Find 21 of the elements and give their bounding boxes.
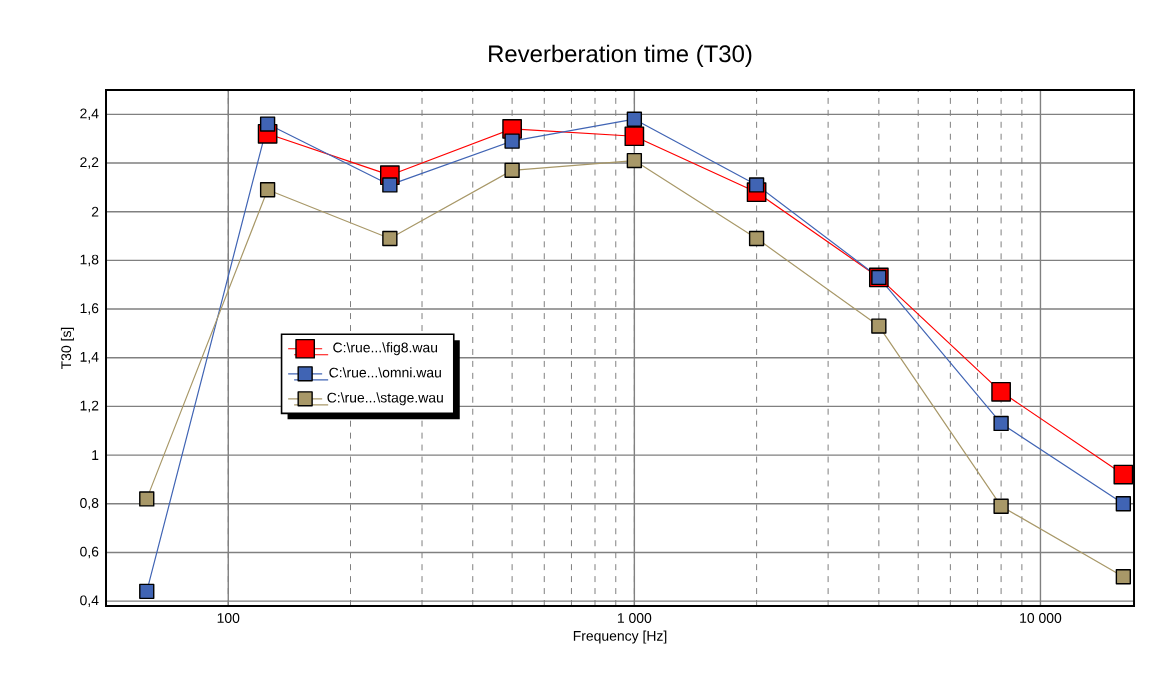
- point: [139, 583, 155, 600]
- point: [626, 111, 643, 127]
- point: [382, 230, 398, 247]
- point: [871, 318, 887, 334]
- point: [748, 177, 765, 193]
- point: [1115, 569, 1132, 585]
- point: [748, 230, 765, 247]
- point: [504, 162, 520, 178]
- point: [259, 116, 276, 132]
- point: [382, 177, 398, 193]
- point: [993, 415, 1009, 432]
- point: [993, 498, 1009, 514]
- chart-title: Reverberation time (T30): [489, 44, 752, 67]
- point: [624, 126, 645, 147]
- point: [991, 381, 1011, 402]
- point: [1115, 496, 1132, 512]
- point: [626, 152, 643, 169]
- point: [504, 133, 520, 149]
- point: [139, 491, 155, 507]
- point: [1113, 464, 1134, 485]
- point: [259, 182, 276, 198]
